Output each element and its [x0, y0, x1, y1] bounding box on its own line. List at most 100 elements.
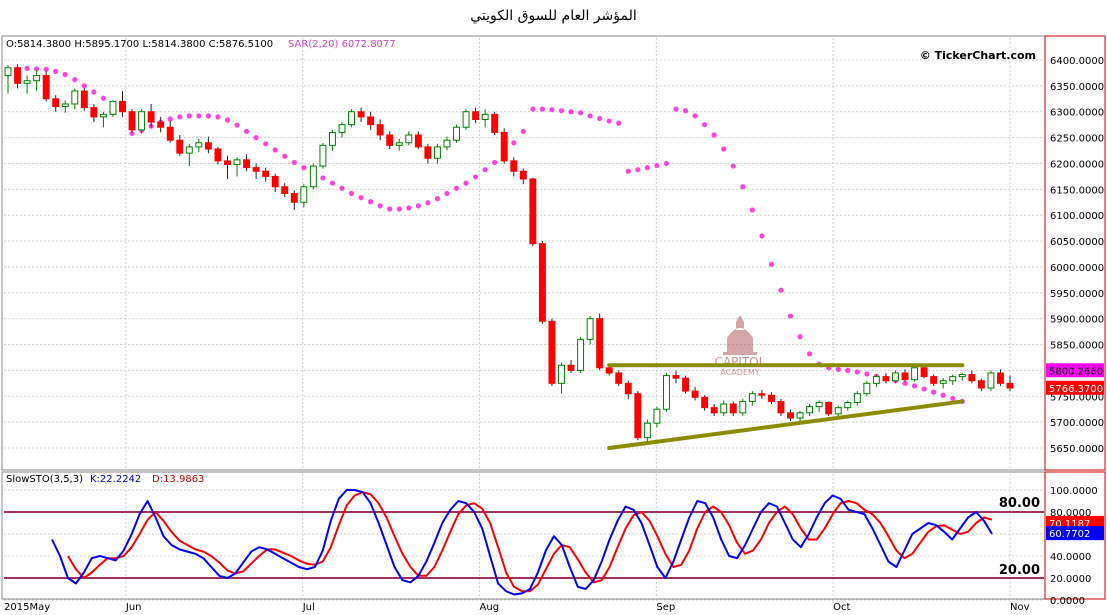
level-80-label: 80.00	[999, 496, 1040, 511]
candle-down	[90, 107, 98, 118]
candle-down	[758, 393, 766, 396]
candle-up	[806, 406, 814, 414]
sar-point	[778, 287, 784, 293]
candle-down	[472, 111, 480, 120]
sar-point	[253, 135, 259, 141]
value-badge	[1046, 380, 1104, 395]
candle-up	[433, 146, 441, 159]
candle-down	[52, 98, 60, 108]
candle-down	[224, 160, 231, 166]
candle-down	[930, 376, 938, 384]
sto-tick-label: 100.0000	[1050, 486, 1098, 497]
sar-point	[387, 206, 393, 212]
candle-down	[357, 111, 365, 118]
sar-point	[329, 180, 336, 186]
sar-point	[616, 120, 622, 126]
candle-up	[662, 375, 670, 410]
candle-down	[500, 131, 508, 162]
candle-down	[977, 380, 985, 389]
price-tick-label: 6300.0000	[1050, 108, 1104, 119]
candle-down	[80, 90, 88, 109]
candle-down	[290, 192, 298, 203]
sto-series-k	[51, 489, 993, 596]
sar-point	[950, 395, 956, 401]
sar-point	[740, 184, 746, 190]
candle-up	[643, 422, 651, 439]
candle-down	[882, 376, 890, 382]
candle-down	[767, 394, 775, 402]
sar-point	[835, 366, 841, 372]
sar-point	[243, 128, 250, 134]
candle-down	[491, 113, 499, 133]
candle-up	[739, 400, 747, 414]
value-badge-label: 60.7702	[1049, 529, 1090, 540]
candle-down	[42, 75, 50, 100]
sar-point	[396, 206, 402, 212]
sar-point	[425, 200, 431, 206]
price-tick-label: 6000.0000	[1050, 263, 1104, 274]
sar-point	[224, 117, 231, 123]
sar-point	[520, 128, 526, 134]
candle-down	[128, 111, 136, 131]
price-tick-label: 6150.0000	[1050, 185, 1104, 196]
sar-point	[702, 122, 708, 128]
sar-point	[43, 66, 49, 72]
candle-up	[872, 376, 880, 384]
candle-up	[853, 393, 861, 403]
sar-point	[177, 114, 183, 120]
candle-up	[71, 90, 79, 105]
x-tick-label: Aug	[480, 602, 500, 613]
candle-down	[825, 401, 833, 415]
sar-point	[682, 108, 689, 114]
candle-down	[519, 170, 527, 180]
sar-point	[348, 190, 355, 197]
sar-point	[263, 141, 269, 147]
sar-point	[34, 66, 40, 72]
candle-up	[863, 382, 871, 395]
value-badge-label: 70.1187	[1049, 519, 1090, 530]
candle-down	[682, 377, 690, 392]
sar-point	[24, 65, 30, 71]
sar-point	[291, 159, 297, 166]
sar-point	[368, 199, 374, 205]
sto-levels	[4, 511, 1044, 579]
sar-point	[759, 233, 765, 239]
sar-point	[463, 180, 469, 186]
candle-down	[14, 67, 22, 84]
sar-point	[492, 159, 498, 166]
price-panel	[1, 35, 1046, 471]
sar-point	[673, 106, 679, 112]
sar-point	[911, 383, 918, 389]
candle-up	[558, 364, 565, 384]
x-tick-label: Nov	[1010, 602, 1030, 613]
sar-point	[62, 71, 68, 78]
candle-down	[252, 167, 260, 172]
price-axis-panel	[1044, 35, 1106, 471]
sar-point	[663, 160, 670, 167]
x-tick-label: 2015May	[4, 602, 50, 613]
sar-point	[768, 261, 775, 267]
sto-series-d	[67, 491, 993, 593]
candle-up	[185, 146, 193, 154]
sar-point	[205, 113, 211, 119]
x-tick-label: Sep	[656, 602, 675, 613]
sar-point	[196, 113, 202, 119]
value-badge	[1046, 526, 1104, 541]
sto-tick-label: 20.0000	[1050, 574, 1091, 585]
candle-down	[271, 175, 279, 188]
sar-point	[100, 95, 107, 101]
sar-point	[53, 68, 59, 74]
sar-point	[549, 107, 555, 113]
candles	[4, 64, 1014, 442]
price-tick-label: 5900.0000	[1050, 315, 1104, 326]
candle-down	[920, 367, 928, 378]
candle-up	[453, 126, 460, 141]
value-badge-label: 5800.2660	[1049, 366, 1103, 377]
candle-down	[691, 390, 699, 398]
sar-point	[730, 163, 736, 169]
price-tick-label: 5700.0000	[1050, 418, 1104, 429]
sar-point	[568, 109, 574, 115]
sar-point	[931, 389, 937, 395]
sar-point	[453, 185, 460, 191]
